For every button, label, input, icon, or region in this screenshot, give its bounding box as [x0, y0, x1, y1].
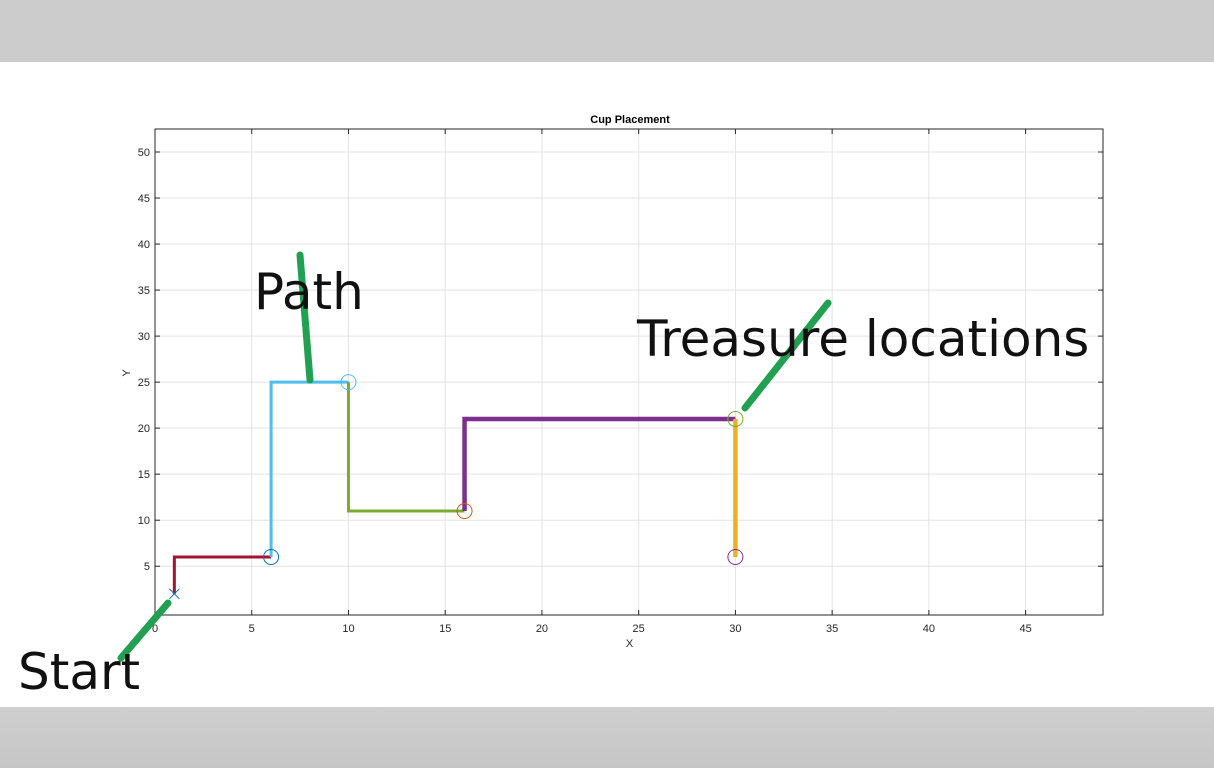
x-tick-label: 0 [152, 623, 158, 635]
treasure-callout-label: Treasure locations [637, 310, 1090, 368]
start-marker [168, 588, 180, 600]
path-segment-3 [346, 382, 465, 513]
x-tick-label: 5 [249, 623, 255, 635]
x-tick-label: 20 [536, 623, 548, 635]
treasure-marker-1 [263, 549, 280, 566]
slide: 0 5 10 15 20 25 30 35 40 45 5 10 15 20 25 30 35 40 45 50 Cu… [0, 62, 1214, 707]
treasure-callout-pointer [741, 299, 832, 412]
x-tick-label: 10 [342, 623, 354, 635]
x-tick-label: 15 [439, 623, 451, 635]
path-segment-2 [269, 380, 349, 558]
path-segment-4 [462, 416, 736, 511]
y-tick-label: 5 [144, 561, 150, 573]
treasure-marker-3 [456, 502, 473, 519]
y-tick-label: 25 [138, 377, 150, 389]
top-band [0, 0, 1214, 62]
path-segment-1 [172, 555, 272, 594]
y-axis-label: Y [121, 369, 133, 377]
y-tick-label: 20 [138, 423, 150, 435]
x-tick-label: 30 [729, 623, 741, 635]
plot-area [155, 129, 1103, 615]
treasure-marker-5 [727, 549, 744, 566]
start-callout-label: Start [18, 643, 141, 701]
x-tick-label: 35 [826, 623, 838, 635]
y-tick-label: 40 [138, 239, 150, 251]
y-tick-label: 30 [138, 331, 150, 343]
axes-box [154, 128, 1104, 616]
path-callout-label: Path [254, 263, 364, 321]
y-tick-label: 15 [138, 469, 150, 481]
y-tick-label: 35 [138, 285, 150, 297]
treasure-marker-2 [340, 374, 357, 391]
bottom-band [0, 707, 1214, 768]
x-tick-label: 40 [923, 623, 935, 635]
cup-placement-chart: 0 5 10 15 20 25 30 35 40 45 5 10 15 20 25 30 35 40 45 50 Cu… [117, 114, 1104, 662]
x-tick-label: 25 [633, 623, 645, 635]
treasure-marker-4 [727, 410, 744, 427]
chart-title: Cup Placement [590, 114, 670, 126]
path-callout-pointer [296, 251, 314, 384]
y-tick-label: 50 [138, 147, 150, 159]
start-callout-pointer [117, 599, 172, 662]
y-tick-label: 45 [138, 193, 150, 205]
x-tick-label: 45 [1019, 623, 1031, 635]
start-marker-stroke [168, 588, 180, 600]
y-tick-label: 10 [138, 515, 150, 527]
x-axis-label: X [626, 638, 634, 650]
